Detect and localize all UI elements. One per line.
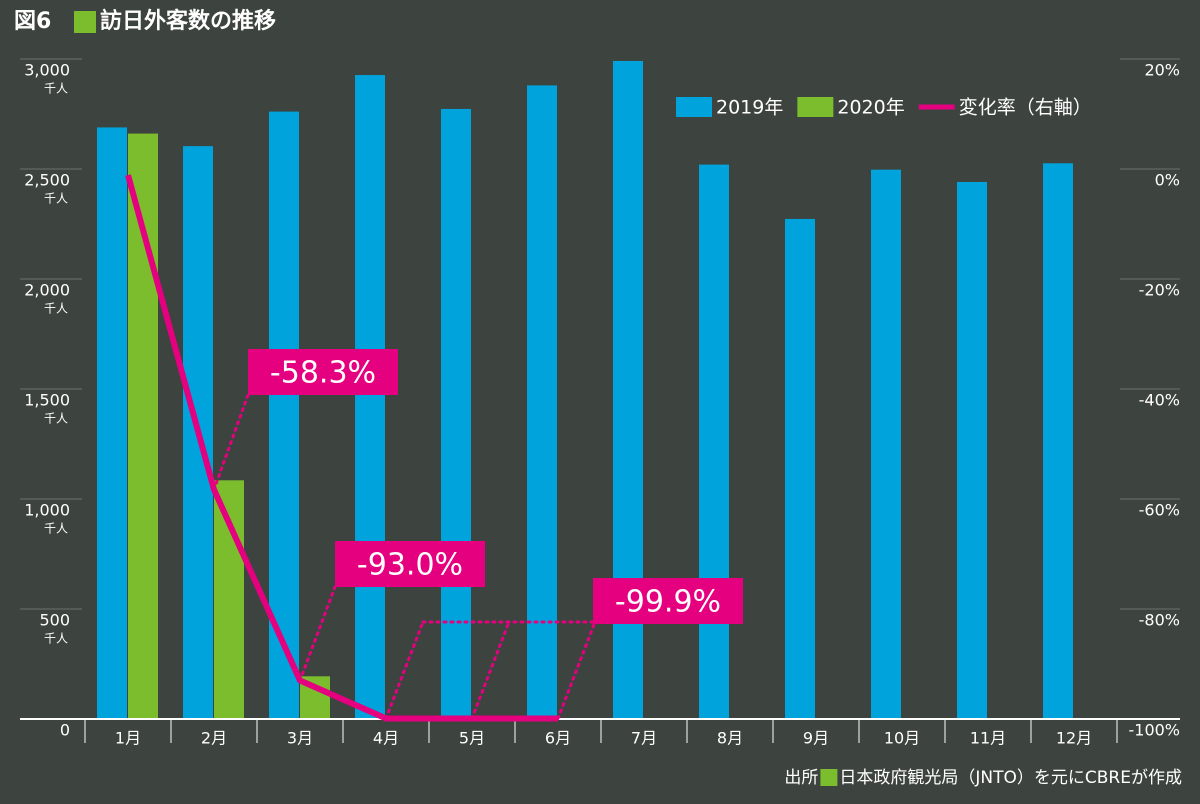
x-tick-label: 3月 xyxy=(287,729,313,748)
value-label: -58.3% xyxy=(270,356,376,391)
bar xyxy=(97,127,127,719)
y2-tick-label: -40% xyxy=(1139,391,1180,410)
bar xyxy=(699,165,729,719)
y-tick-label: 500 xyxy=(39,611,70,630)
x-tick-label: 5月 xyxy=(459,729,485,748)
y2-tick-label: -80% xyxy=(1139,611,1180,630)
bar xyxy=(871,170,901,719)
figure-label: 図6 xyxy=(14,9,51,34)
x-tick-label: 11月 xyxy=(970,729,1006,748)
y-tick-label: 2,500 xyxy=(24,171,70,190)
bar xyxy=(1043,163,1073,719)
source: 日本政府観光局（JNTO）を元にCBREが作成 xyxy=(839,768,1182,788)
y2-tick-label: 20% xyxy=(1144,61,1180,80)
y-unit: 千人 xyxy=(44,192,68,206)
legend-label: 2020年 xyxy=(837,97,904,119)
bar xyxy=(441,109,471,719)
title-square xyxy=(74,11,96,33)
x-tick-label: 6月 xyxy=(545,729,571,748)
bar xyxy=(355,75,385,719)
legend-swatch xyxy=(676,97,712,117)
y-unit: 千人 xyxy=(44,302,68,316)
bar xyxy=(527,85,557,719)
x-tick-label: 4月 xyxy=(373,729,399,748)
y2-tick-label: 0% xyxy=(1155,171,1180,190)
x-tick-label: 2月 xyxy=(201,729,227,748)
y2-tick-label: -20% xyxy=(1139,281,1180,300)
y-unit: 千人 xyxy=(44,412,68,426)
x-tick-label: 9月 xyxy=(803,729,829,748)
y-unit: 千人 xyxy=(44,632,68,646)
x-tick-label: 12月 xyxy=(1056,729,1092,748)
x-tick-label: 10月 xyxy=(884,729,920,748)
y2-tick-label: -60% xyxy=(1139,501,1180,520)
x-tick-label: 7月 xyxy=(631,729,657,748)
x-tick-label: 1月 xyxy=(115,729,141,748)
legend-label: 2019年 xyxy=(716,97,783,119)
y-tick-label: 1,000 xyxy=(24,501,70,520)
x-tick-label: 8月 xyxy=(717,729,743,748)
source-label: 出所 xyxy=(784,768,818,788)
chart-title: 訪日外客数の推移 xyxy=(100,8,276,34)
y-tick-label: 0 xyxy=(60,721,70,740)
value-label: -93.0% xyxy=(357,548,463,583)
bar xyxy=(957,182,987,719)
bar xyxy=(785,219,815,719)
y-tick-label: 2,000 xyxy=(24,281,70,300)
y-unit: 千人 xyxy=(44,522,68,536)
y2-tick-label: -100% xyxy=(1128,721,1180,740)
value-label: -99.9% xyxy=(615,585,721,620)
source-square xyxy=(820,769,837,786)
legend-label: 変化率（右軸） xyxy=(959,97,1092,119)
y-tick-label: 3,000 xyxy=(24,61,70,80)
y-tick-label: 1,500 xyxy=(24,391,70,410)
legend-swatch xyxy=(797,97,833,117)
y-unit: 千人 xyxy=(44,82,68,96)
